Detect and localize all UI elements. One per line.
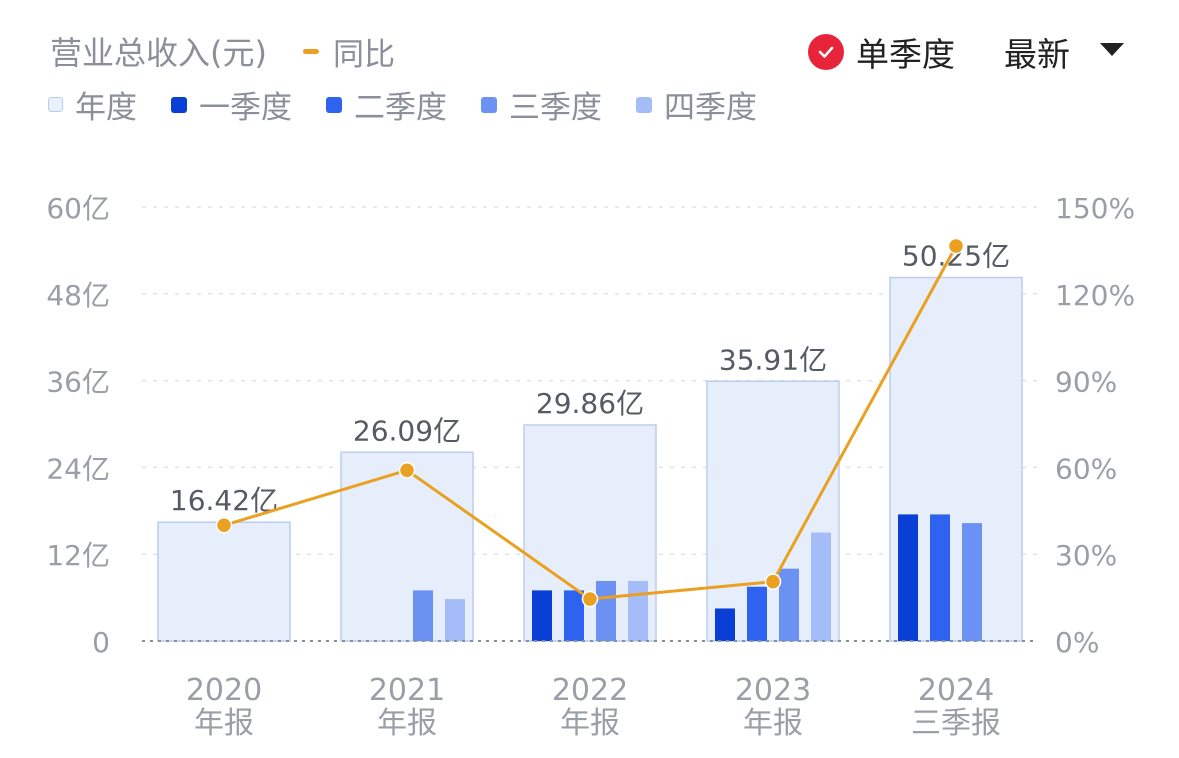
legend-item-q1[interactable]: 一季度: [171, 82, 292, 127]
legend: 年度 一季度 二季度 三季度 四季度: [48, 82, 791, 127]
legend-label: 二季度: [354, 90, 447, 126]
y-left-tick-label: 12亿: [46, 539, 110, 572]
y-right-tick-label: 60%: [1055, 452, 1117, 485]
y-right-tick-label: 150%: [1055, 192, 1135, 225]
y-left-tick-label: 0: [92, 626, 110, 659]
y-right-tick-label: 30%: [1055, 539, 1117, 572]
quarter-bar: [715, 608, 735, 641]
single-quarter-label: 单季度: [856, 35, 955, 74]
quarter-bar: [962, 523, 982, 641]
annual-bar: [157, 521, 291, 642]
x-tick-label: 2020: [186, 673, 262, 708]
yoy-point: [764, 573, 782, 590]
legend-item-annual[interactable]: 年度: [48, 82, 137, 127]
quarter-bar: [747, 586, 767, 641]
legend-yoy[interactable]: 同比: [302, 29, 395, 74]
legend-label: 四季度: [664, 90, 757, 126]
legend-label: 年度: [75, 90, 137, 126]
y-left-tick-label: 60亿: [46, 192, 110, 225]
x-tick-label: 三季报: [911, 706, 1001, 741]
checkmark-icon: [808, 34, 844, 70]
q4-swatch: [636, 96, 652, 113]
dropdown-label: 最新: [1004, 35, 1070, 74]
quarter-bar: [811, 532, 831, 641]
yoy-point: [215, 517, 233, 534]
annual-value-label: 35.91亿: [719, 343, 827, 376]
y-left-tick-label: 24亿: [46, 452, 110, 485]
x-tick-label: 年报: [194, 706, 254, 741]
quarter-bar: [779, 568, 799, 641]
annual-value-label: 29.86亿: [536, 387, 644, 420]
quarter-bar: [413, 590, 433, 641]
y-left-tick-label: 48亿: [46, 279, 110, 312]
legend-yoy-label: 同比: [332, 36, 395, 73]
quarter-bar: [628, 580, 648, 641]
legend-label: 三季度: [509, 90, 602, 126]
chevron-down-icon: [1100, 42, 1124, 56]
y-right-tick-label: 120%: [1055, 279, 1135, 312]
chart-title: 营业总收入(元): [50, 34, 267, 72]
annual-value-label: 16.42亿: [170, 484, 278, 517]
quarter-bar: [898, 514, 918, 641]
single-quarter-toggle[interactable]: 单季度: [808, 28, 955, 76]
chart-header: 营业总收入(元) 同比: [50, 28, 429, 74]
y-right-tick-label: 90%: [1055, 366, 1117, 399]
x-tick-label: 2022: [552, 673, 628, 708]
yoy-point: [398, 462, 416, 479]
annual-swatch: [48, 97, 63, 112]
x-tick-label: 年报: [560, 706, 620, 741]
x-tick-label: 年报: [743, 706, 803, 741]
x-tick-label: 2021: [369, 673, 445, 708]
quarter-bar: [596, 580, 616, 641]
y-right-tick-label: 0%: [1055, 626, 1099, 659]
legend-item-q4[interactable]: 四季度: [636, 82, 757, 127]
quarter-bar: [564, 590, 584, 641]
legend-item-q3[interactable]: 三季度: [481, 82, 602, 127]
legend-item-q2[interactable]: 二季度: [326, 82, 447, 127]
q2-swatch: [326, 96, 342, 113]
quarter-bar: [532, 590, 552, 641]
y-left-tick-label: 36亿: [46, 366, 110, 399]
legend-label: 一季度: [199, 90, 292, 126]
quarter-bar: [445, 599, 465, 641]
q3-swatch: [481, 96, 497, 113]
annual-value-label: 26.09亿: [353, 414, 461, 447]
x-tick-label: 2024: [918, 673, 994, 708]
period-dropdown[interactable]: 最新: [1004, 28, 1124, 76]
yoy-point: [947, 237, 965, 255]
x-tick-label: 2023: [735, 673, 811, 708]
yoy-point: [581, 590, 599, 608]
quarter-bar: [930, 514, 950, 641]
yoy-line-swatch: [302, 48, 319, 54]
q1-swatch: [171, 96, 187, 113]
x-tick-label: 年报: [377, 706, 437, 741]
